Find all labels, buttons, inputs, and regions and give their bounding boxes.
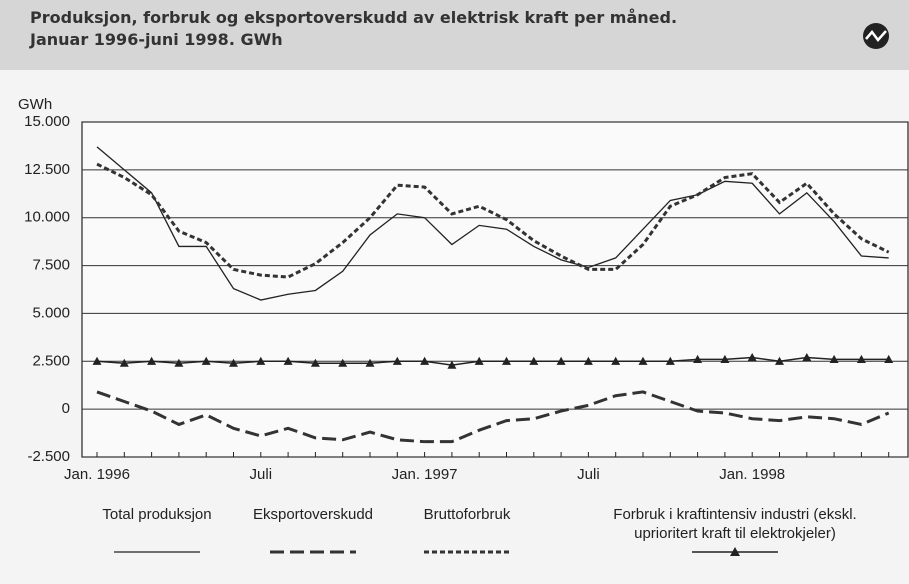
point-marker — [747, 352, 757, 362]
chart: GWh -2.500 0 2.500 5.000 7.500 10.000 12.500 15… — [18, 96, 909, 483]
point-marker — [693, 354, 703, 363]
y-tick-label: -2.500 — [27, 448, 70, 465]
series-line — [96, 356, 889, 366]
series-line — [96, 390, 890, 444]
legend-swatch — [424, 550, 510, 554]
point-marker — [310, 358, 320, 367]
point-marker — [201, 356, 211, 365]
point-marker — [338, 358, 348, 367]
point-marker — [365, 358, 375, 367]
y-tick-label: 5.000 — [32, 304, 70, 321]
point-marker — [147, 356, 157, 365]
point-marker — [775, 356, 784, 365]
point-marker — [884, 354, 894, 363]
point-marker — [856, 354, 866, 363]
legend-swatch — [114, 551, 200, 553]
y-tick-label: 2.500 — [32, 352, 70, 369]
point-marker — [229, 358, 238, 367]
plot-area — [81, 121, 909, 458]
legend-item: Forbruk i kraftintensiv industri (ekskl.… — [585, 505, 885, 559]
chart-title: Produksjon, forbruk og eksportoverskudd … — [30, 8, 678, 27]
point-marker — [474, 356, 484, 365]
x-tick-label: Jan. 1998 — [719, 466, 785, 483]
y-tick-label: 10.000 — [24, 209, 70, 226]
x-tick-label: Jan. 1997 — [392, 466, 458, 483]
x-tick-label: Juli — [577, 466, 600, 483]
legend-marker — [730, 547, 740, 556]
series-line — [96, 162, 890, 279]
point-marker — [802, 352, 812, 362]
header: Produksjon, forbruk og eksportoverskudd … — [0, 0, 909, 70]
legend-item: Eksportoverskudd — [238, 505, 388, 559]
legend-label: Total produksjon — [102, 506, 212, 523]
point-marker — [665, 356, 675, 365]
point-marker — [392, 356, 402, 365]
point-marker — [256, 356, 266, 365]
legend: Total produksjon Eksportoverskudd Bruttofo… — [0, 505, 909, 575]
series-line — [96, 146, 889, 301]
legend-label: Eksportoverskudd — [252, 506, 374, 523]
point-marker — [829, 354, 839, 363]
point-marker — [447, 360, 457, 369]
x-tick-label: Juli — [250, 466, 273, 483]
point-marker — [556, 356, 566, 365]
point-marker — [502, 356, 511, 365]
legend-item: Total produksjon — [82, 505, 232, 559]
chart-subtitle: Januar 1996-juni 1998. GWh — [30, 30, 283, 49]
point-marker — [583, 356, 593, 365]
point-marker — [720, 354, 730, 363]
x-tick-label: Jan. 1996 — [64, 466, 130, 483]
y-axis-label: GWh — [18, 96, 52, 113]
icon — [863, 23, 889, 49]
legend-label: Forbruk i kraftintensiv industri (ekskl.… — [613, 506, 857, 542]
point-marker — [92, 356, 102, 365]
y-tick-label: 15.000 — [24, 113, 70, 130]
point-marker — [638, 356, 648, 365]
point-marker — [420, 356, 430, 365]
y-tick-label: 0 — [62, 400, 70, 417]
legend-swatch — [270, 550, 356, 554]
point-marker — [174, 358, 184, 367]
y-tick-label: 7.500 — [32, 257, 70, 274]
legend-item: Bruttoforbruk — [392, 505, 542, 559]
y-tick-label: 12.500 — [24, 161, 70, 178]
point-marker — [611, 356, 621, 365]
legend-label: Bruttoforbruk — [423, 506, 511, 523]
point-marker — [119, 358, 129, 367]
legend-swatch — [692, 547, 778, 556]
point-marker — [529, 356, 539, 365]
point-marker — [283, 356, 293, 365]
